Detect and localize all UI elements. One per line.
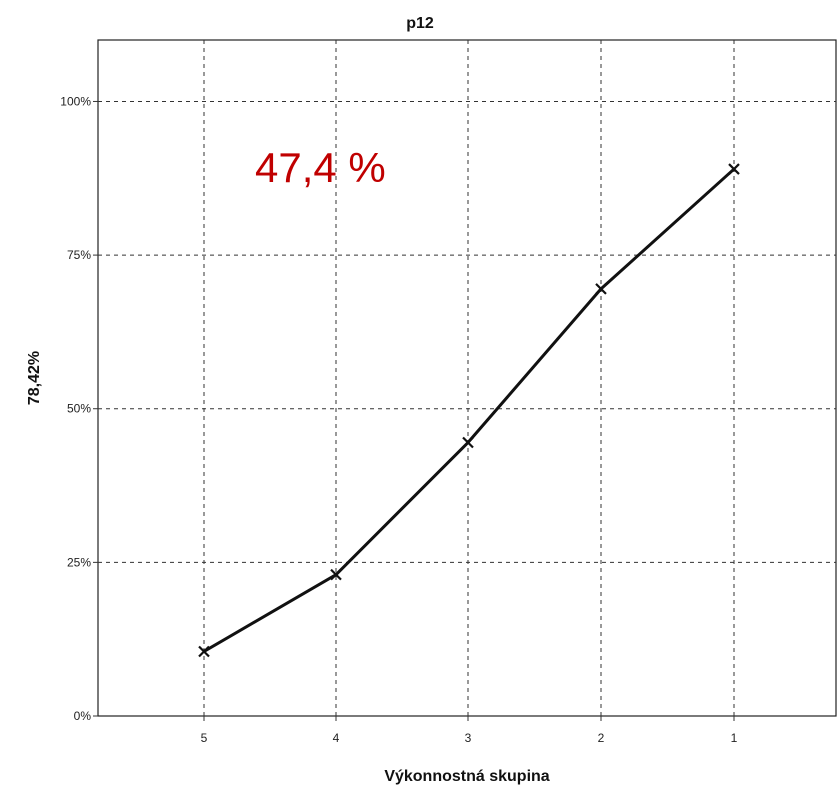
y-tick-label: 100%: [60, 94, 91, 108]
y-tick-label: 0%: [74, 709, 92, 723]
axis-ticks: 0% 25% 50% 75% 100% 5 4 3 2 1: [60, 94, 737, 745]
data-point-marker: [198, 645, 210, 658]
data-point-marker: [595, 283, 607, 295]
y-axis-title: 78,42%: [26, 351, 43, 405]
data-point-marker: [330, 568, 342, 581]
marker-stroke: [728, 163, 740, 175]
x-tick-label: 5: [201, 731, 208, 745]
y-tick-label: 25%: [67, 555, 91, 569]
data-point-marker: [728, 163, 740, 175]
data-point-marker: [462, 436, 474, 449]
x-tick-label: 3: [465, 731, 472, 745]
x-tick-label: 2: [598, 731, 605, 745]
chart-title: p12: [406, 15, 434, 32]
marker-stroke: [198, 645, 210, 658]
marker-stroke: [595, 283, 607, 295]
series-layer: [198, 163, 740, 658]
x-axis-title: Výkonnostná skupina: [384, 768, 549, 785]
x-tick-label: 4: [333, 731, 340, 745]
grid-lines: [98, 40, 836, 716]
marker-stroke: [462, 436, 474, 449]
y-tick-label: 50%: [67, 402, 91, 416]
plot-frame: [97, 39, 837, 717]
marker-stroke: [330, 568, 342, 581]
percent-annotation: 47,4 %: [255, 144, 386, 191]
x-tick-label: 1: [731, 731, 738, 745]
y-tick-label: 75%: [67, 248, 91, 262]
